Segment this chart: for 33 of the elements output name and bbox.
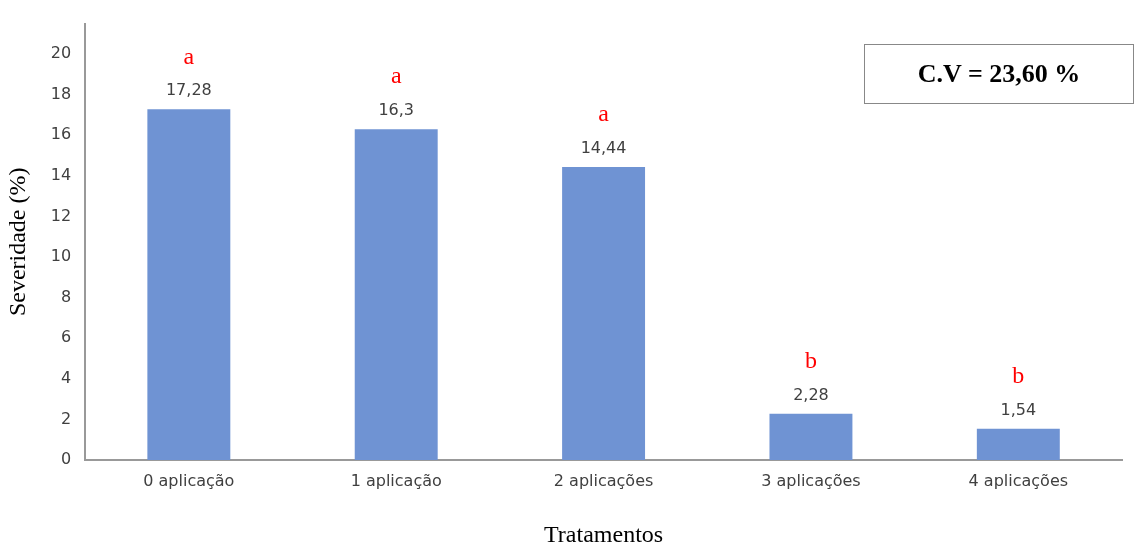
data-label: 16,3 [378,100,415,120]
annotation: a [390,62,402,89]
y-tick-label: 18 [50,83,72,103]
y-tick-label: 20 [50,43,72,63]
x-tick-label: 0 aplicação [143,470,235,490]
bar [354,129,438,460]
x-tick-label: 3 aplicações [761,470,861,490]
y-tick-label: 14 [50,164,72,184]
annotation: a [598,100,610,127]
y-tick-label: 2 [60,408,72,428]
x-tick-label: 1 aplicação [350,470,442,490]
y-axis-title: Severidade (%) [3,167,30,317]
annotation: b [804,347,817,374]
bar [769,413,853,460]
data-label: 14,44 [580,138,627,158]
y-tick-label: 16 [50,124,72,144]
x-axis-title: Tratamentos [544,520,664,547]
y-tick-label: 6 [60,327,72,347]
y-tick-label: 12 [50,205,72,225]
annotation: b [1012,362,1025,389]
y-tick-label: 10 [50,246,72,266]
bar [562,166,646,460]
x-tick-label: 2 aplicações [553,470,654,490]
y-tick-label: 8 [60,286,72,306]
bar [976,428,1060,460]
y-tick-label: 4 [60,367,72,387]
bar [147,109,231,460]
data-label: 17,28 [165,80,212,100]
data-label: 2,28 [793,384,829,404]
y-tick-label: 0 [60,449,72,469]
data-label: 1,54 [1000,399,1037,419]
x-tick-label: 4 aplicações [968,470,1069,490]
annotation: a [183,42,195,69]
